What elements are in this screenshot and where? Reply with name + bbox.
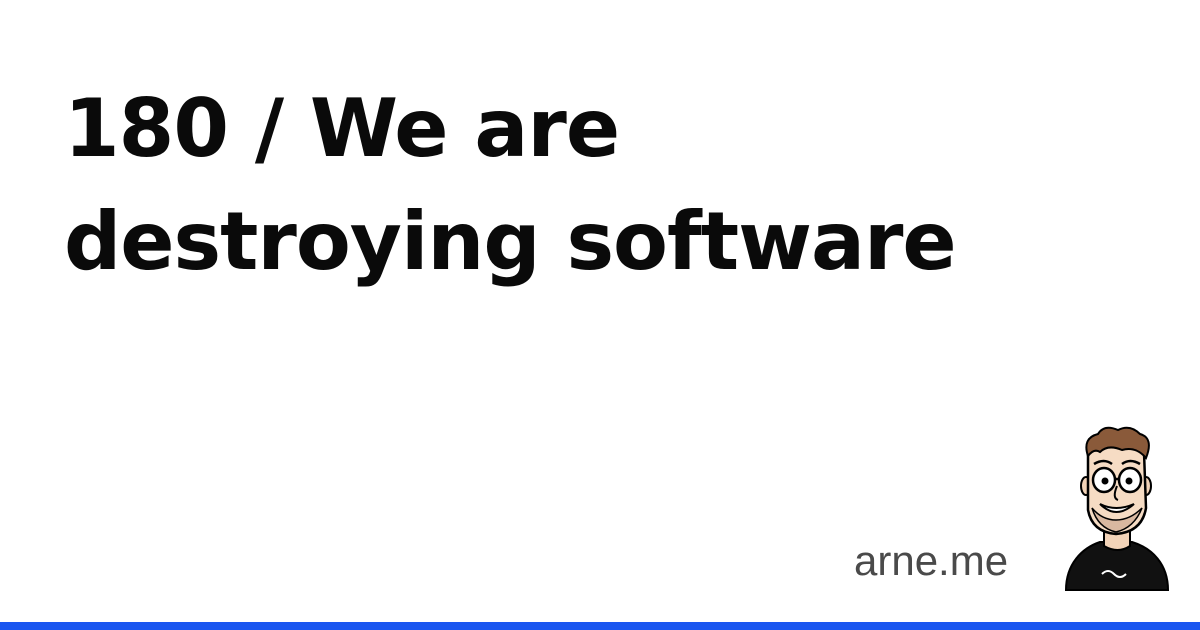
title-line-1: 180 / We are (64, 82, 620, 175)
page-title: 180 / We are destroying software (64, 72, 1064, 298)
accent-bar (0, 622, 1200, 630)
cartoon-portrait-icon (1064, 426, 1170, 591)
site-name: arne.me (854, 537, 1009, 584)
title-line-2: destroying software (64, 195, 957, 288)
